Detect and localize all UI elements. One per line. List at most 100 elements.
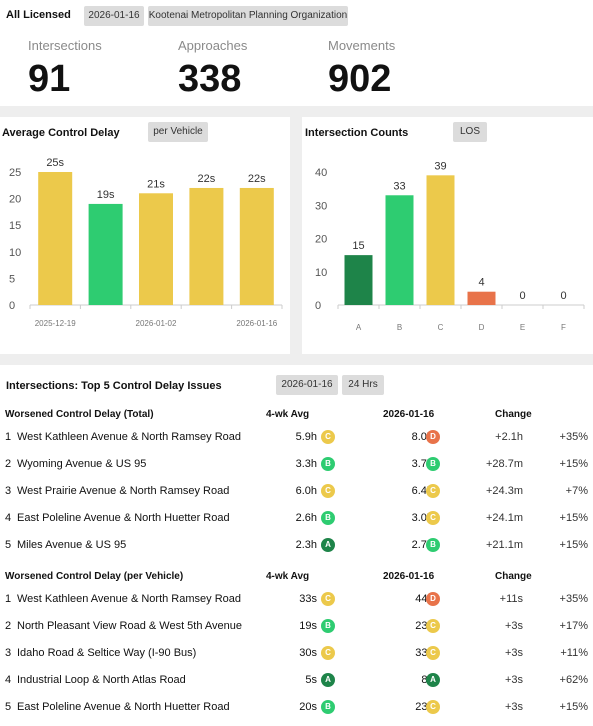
y-tick-label: 30 [315, 200, 327, 212]
row-rank: 4 [5, 674, 12, 686]
date-column-header[interactable]: 2026-01-16 [383, 409, 435, 420]
intersection-name-link[interactable]: Industrial Loop & North Atlas Road [17, 674, 186, 686]
intersection-name-link[interactable]: Idaho Road & Seltice Way (I-90 Bus) [17, 647, 197, 659]
table-row[interactable]: 5 East Poleline Avenue & North Huetter Ro… [0, 694, 593, 721]
intersection-name-link[interactable]: West Prairie Avenue & North Ramsey Road [17, 485, 230, 497]
avg-los-badge: C [321, 646, 335, 660]
change-value: +3s [504, 701, 523, 713]
change-percent: +15% [559, 458, 588, 470]
delay-chart-panel: Average Control Delay per Vehicle 0 5 10 15… [0, 117, 290, 354]
kpi-movements-value: 902 [328, 58, 392, 100]
los-chip[interactable]: LOS [453, 122, 487, 142]
y-tick-label: 0 [315, 300, 321, 312]
table-row[interactable]: 2 North Pleasant View Road & West 5th Ave… [0, 613, 593, 640]
change-value: +21.1m [486, 539, 523, 551]
avg-delay-value: 2.3h [295, 539, 317, 551]
row-rank: 2 [5, 620, 12, 632]
issues-date-chip[interactable]: 2026-01-16 [276, 375, 338, 395]
avg-column-header[interactable]: 4-wk Avg [266, 571, 310, 582]
bar-value-label: 15 [352, 240, 364, 252]
y-tick-label: 40 [315, 167, 327, 179]
row-rank: 1 [5, 431, 12, 443]
current-los-badge: C [426, 700, 440, 714]
row-rank: 1 [5, 593, 12, 605]
kpi-intersections-value: 91 [28, 58, 71, 100]
count-bar [385, 195, 414, 305]
change-value: +3s [504, 647, 523, 659]
bar-value-label: 22s [248, 173, 266, 185]
kpi-approaches-label: Approaches [178, 38, 248, 53]
change-percent: +62% [559, 674, 588, 686]
avg-los-badge: C [321, 592, 335, 606]
x-tick-label: A [356, 323, 362, 332]
intersection-name-link[interactable]: North Pleasant View Road & West 5th Aven… [17, 620, 243, 632]
change-column-header[interactable]: Change [495, 409, 532, 420]
table-row[interactable]: 5 Miles Avenue & US 95 2.3h A 2.7h B +21.1m +15… [0, 532, 593, 559]
bar-value-label: 4 [478, 277, 484, 289]
avg-delay-value: 5s [305, 674, 317, 686]
y-tick-label: 0 [9, 300, 15, 312]
change-percent: +15% [559, 512, 588, 524]
avg-delay-value: 6.0h [295, 485, 317, 497]
bar-value-label: 21s [147, 178, 165, 190]
x-tick-label: E [520, 323, 525, 332]
table-row[interactable]: 2 Wyoming Avenue & US 95 3.3h B 3.7h B +28.7m +… [0, 451, 593, 478]
change-value: +2.1h [495, 431, 523, 443]
y-tick-label: 25 [9, 167, 21, 179]
summary-panel: All Licensed 2026-01-16 Kootenai Metropo… [0, 0, 593, 106]
table-row[interactable]: 1 West Kathleen Avenue & North Ramsey Roa… [0, 586, 593, 613]
bar-value-label: 33 [393, 180, 405, 192]
table-row[interactable]: 4 East Poleline Avenue & North Huetter Ro… [0, 505, 593, 532]
table-row[interactable]: 1 West Kathleen Avenue & North Ramsey Roa… [0, 424, 593, 451]
section-title: Worsened Control Delay (Total) [5, 409, 154, 420]
intersection-name-link[interactable]: West Kathleen Avenue & North Ramsey Road [17, 593, 241, 605]
change-percent: +7% [565, 485, 588, 497]
row-rank: 4 [5, 512, 12, 524]
avg-column-header[interactable]: 4-wk Avg [266, 409, 310, 420]
x-tick-label: C [438, 323, 444, 332]
delay-bar [239, 187, 274, 305]
table-row[interactable]: 3 West Prairie Avenue & North Ramsey Road… [0, 478, 593, 505]
per-vehicle-chip[interactable]: per Vehicle [148, 122, 208, 142]
delay-bar-chart: 0 5 10 15 20 25 25s 19s 21s 22s 22s 2025-12-19 2026-… [9, 157, 283, 328]
row-rank: 2 [5, 458, 12, 470]
issues-period-chip[interactable]: 24 Hrs [342, 375, 384, 395]
row-rank: 5 [5, 539, 12, 551]
avg-delay-value: 2.6h [295, 512, 317, 524]
delay-bar [38, 172, 73, 305]
change-percent: +15% [559, 539, 588, 551]
count-bar [344, 255, 373, 305]
avg-los-badge: B [321, 700, 335, 714]
x-tick-label: 2025-12-19 [35, 319, 76, 328]
avg-los-badge: C [321, 484, 335, 498]
x-tick-label: B [397, 323, 402, 332]
y-tick-label: 15 [9, 220, 21, 232]
delay-chart-title: Average Control Delay [2, 127, 120, 139]
intersection-name-link[interactable]: East Poleline Avenue & North Huetter Roa… [17, 512, 230, 524]
counts-bar-chart: 0 10 20 30 40 15 A 33 B 39 C 4 D 0 E 0 F [315, 160, 585, 332]
page-title: All Licensed [6, 9, 71, 21]
avg-delay-value: 30s [299, 647, 317, 659]
count-bar [426, 175, 455, 305]
current-los-badge: B [426, 457, 440, 471]
date-column-header[interactable]: 2026-01-16 [383, 571, 435, 582]
section-header: Worsened Control Delay (Total) 4-wk Avg 20… [0, 406, 593, 424]
y-tick-label: 10 [315, 267, 327, 279]
count-bar [467, 291, 496, 305]
intersection-name-link[interactable]: Miles Avenue & US 95 [17, 539, 127, 551]
intersection-name-link[interactable]: Wyoming Avenue & US 95 [17, 458, 147, 470]
intersection-name-link[interactable]: West Kathleen Avenue & North Ramsey Road [17, 431, 241, 443]
table-row[interactable]: 3 Idaho Road & Seltice Way (I-90 Bus) 30s C… [0, 640, 593, 667]
organization-chip[interactable]: Kootenai Metropolitan Planning Organizat… [148, 6, 348, 26]
change-percent: +15% [559, 701, 588, 713]
change-column-header[interactable]: Change [495, 571, 532, 582]
date-chip[interactable]: 2026-01-16 [84, 6, 144, 26]
intersection-name-link[interactable]: East Poleline Avenue & North Huetter Roa… [17, 701, 230, 713]
row-rank: 3 [5, 485, 12, 497]
avg-delay-value: 19s [299, 620, 317, 632]
change-value: +3s [504, 620, 523, 632]
avg-los-badge: A [321, 538, 335, 552]
kpi-approaches-value: 338 [178, 58, 242, 100]
current-los-badge: C [426, 511, 440, 525]
